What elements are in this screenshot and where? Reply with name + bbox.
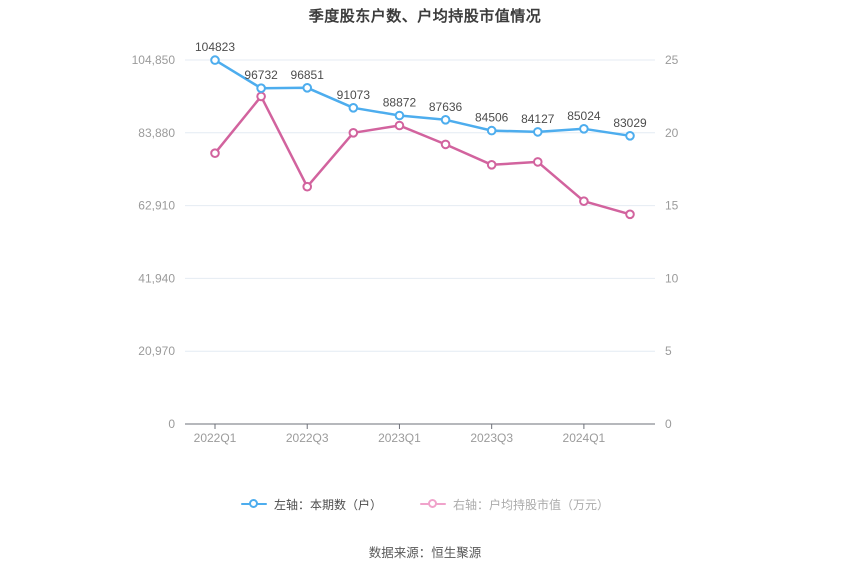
grid-lines: [185, 59, 655, 352]
data-point-label: 96851: [291, 68, 325, 82]
data-point[interactable]: [440, 139, 451, 150]
data-point[interactable]: [440, 115, 451, 125]
left-axis-tick-label: 62,910: [138, 199, 175, 213]
data-point-label: 91073: [337, 88, 371, 102]
legend-label-shareholder-count: 左轴：本期数（户）: [273, 497, 382, 512]
data-point[interactable]: [532, 127, 543, 137]
series-line: [213, 95, 632, 216]
data-point-label: 87636: [429, 100, 463, 114]
series-shareholder-count: 104823 96732 96851 91073 88872 87636 84506 8412…: [195, 40, 647, 141]
x-axis-labels: 2022Q1 2022Q3 2023Q1 2023Q3 2024Q1: [194, 431, 606, 445]
x-axis-tick-label: 2022Q3: [286, 431, 329, 445]
x-axis-tick-label: 2022Q1: [194, 431, 237, 445]
chart-title: 季度股东户数、户均持股市值情况: [308, 7, 542, 25]
data-point[interactable]: [394, 120, 405, 131]
right-axis-tick-label: 0: [665, 417, 672, 431]
series-line: [213, 58, 632, 138]
x-axis: [185, 423, 655, 429]
data-point-label: 104823: [195, 40, 235, 54]
data-point[interactable]: [210, 148, 220, 158]
right-axis-tick-label: 15: [665, 199, 679, 213]
data-point-label: 88872: [383, 96, 417, 110]
data-point[interactable]: [625, 209, 635, 220]
right-axis-labels: 0 5 10 15 20 25: [665, 53, 679, 431]
x-axis-tick-label: 2023Q3: [470, 431, 513, 445]
legend-marker-line-dot-pink-icon: [420, 499, 446, 509]
data-point[interactable]: [256, 91, 266, 102]
left-axis-tick-label: 104,850: [132, 53, 176, 67]
data-point-label: 83029: [613, 116, 647, 130]
left-axis-tick-label: 83,880: [138, 126, 175, 140]
data-point[interactable]: [532, 157, 543, 167]
right-axis-tick-label: 10: [665, 271, 679, 285]
left-axis-tick-label: 20,970: [138, 344, 175, 358]
x-axis-tick-label: 2023Q1: [378, 431, 421, 445]
data-point[interactable]: [256, 83, 266, 94]
right-axis-tick-label: 5: [665, 344, 672, 358]
data-point[interactable]: [394, 110, 405, 121]
data-point[interactable]: [486, 160, 497, 170]
right-axis-tick-label: 20: [665, 126, 679, 140]
right-axis-tick-label: 25: [665, 53, 679, 67]
left-axis-tick-label: 41,940: [138, 271, 175, 285]
data-point[interactable]: [302, 181, 313, 192]
left-axis-tick-label: 0: [168, 417, 175, 431]
data-source: 数据来源：恒生聚源: [368, 546, 482, 560]
x-axis-tick-label: 2024Q1: [563, 431, 606, 445]
data-point-label: 96732: [244, 68, 278, 82]
legend-item-avg-holding-value[interactable]: 右轴：户均持股市值（万元）: [420, 496, 609, 513]
data-point[interactable]: [348, 128, 359, 138]
data-point-label: 84506: [475, 111, 509, 125]
data-point[interactable]: [579, 124, 589, 134]
legend-item-shareholder-count[interactable]: 左轴：本期数（户）: [240, 496, 382, 513]
data-point-label: 84127: [521, 112, 555, 126]
data-point[interactable]: [210, 55, 220, 65]
data-point[interactable]: [486, 125, 497, 136]
data-point-label: 85024: [567, 109, 601, 123]
data-point[interactable]: [302, 83, 313, 93]
chart-legend: 左轴：本期数（户） 右轴：户均持股市值（万元）: [0, 494, 850, 514]
line-chart-canvas: 0 20,970 41,940 62,910 83,880 104,850 0 5 10 15 20…: [132, 40, 679, 445]
legend-marker-line-dot-blue-icon: [240, 499, 267, 509]
data-point[interactable]: [625, 131, 635, 141]
data-point[interactable]: [348, 103, 359, 113]
data-point[interactable]: [579, 196, 589, 206]
series-avg-holding-value: [210, 91, 635, 220]
left-axis-labels: 0 20,970 41,940 62,910 83,880 104,850: [132, 53, 176, 431]
legend-label-avg-holding-value: 右轴：户均持股市值（万元）: [453, 497, 610, 512]
